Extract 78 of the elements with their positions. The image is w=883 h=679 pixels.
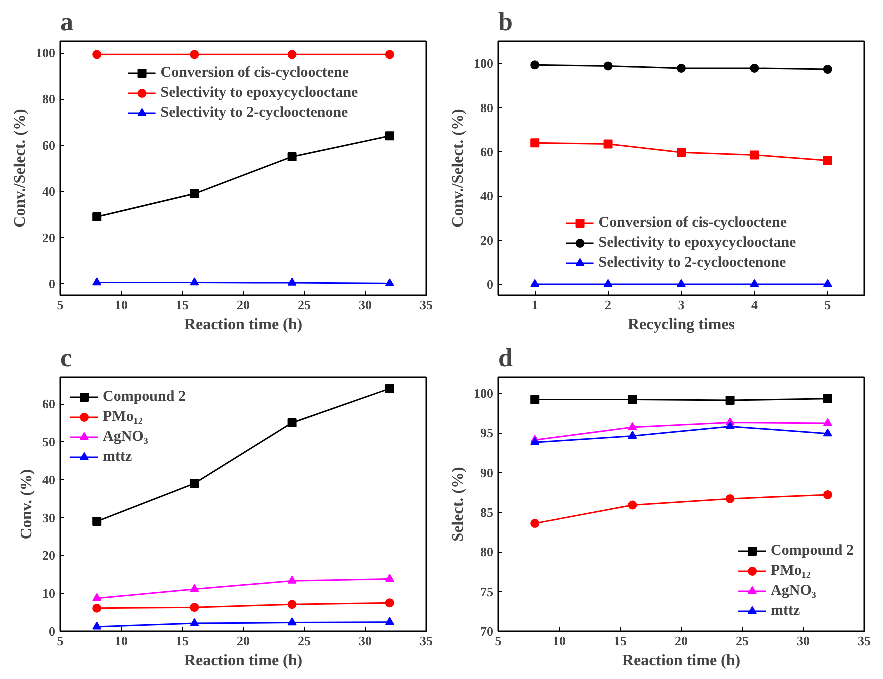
- y-tick-label: 0: [49, 624, 56, 639]
- y-tick-label: 100: [474, 386, 494, 401]
- y-tick-label: 60: [480, 144, 494, 160]
- y-axis-title: Conv. (%): [18, 469, 36, 540]
- x-tick-label: 20: [237, 634, 250, 648]
- x-tick-label: 5: [824, 298, 832, 312]
- x-tick-label: 2: [605, 298, 612, 312]
- y-tick-label: 80: [480, 100, 494, 116]
- x-axis-title: Reaction time (h): [184, 316, 303, 334]
- y-tick-label: 95: [480, 426, 494, 441]
- y-tick-label: 100: [36, 46, 56, 61]
- x-tick-label: 30: [797, 634, 810, 648]
- x-axis-title: Recycling times: [628, 316, 736, 334]
- y-tick-label: 100: [474, 56, 494, 72]
- y-tick-label: 0: [487, 276, 494, 292]
- x-tick-label: 35: [858, 634, 872, 648]
- legend-label: Selectivity to epoxycyclooctane: [160, 84, 358, 102]
- y-tick-label: 75: [480, 584, 494, 600]
- x-tick-label: 30: [359, 298, 372, 312]
- legend-label: Selectivity to 2-cyclooctenone: [160, 104, 348, 122]
- y-tick-label: 60: [42, 138, 56, 153]
- x-tick-label: 35: [420, 298, 434, 312]
- y-tick-label: 80: [480, 544, 494, 560]
- legend-label: mttz: [103, 448, 132, 466]
- y-tick-label: 60: [42, 396, 56, 412]
- x-tick-label: 15: [614, 634, 628, 648]
- x-tick-label: 10: [115, 298, 128, 312]
- y-tick-label: 40: [42, 472, 56, 488]
- x-tick-label: 15: [176, 298, 190, 312]
- y-tick-label: 90: [480, 465, 494, 480]
- x-tick-label: 30: [359, 634, 372, 648]
- chart-title: d: [498, 344, 514, 372]
- legend-label: PMo₁₂: [771, 562, 811, 580]
- x-tick-label: 10: [115, 634, 128, 648]
- y-tick-label: 50: [42, 434, 56, 450]
- x-tick-label: 4: [751, 298, 758, 312]
- legend-label: mttz: [771, 602, 800, 620]
- x-axis-title: Reaction time (h): [184, 652, 303, 670]
- x-tick-label: 35: [420, 634, 434, 648]
- x-tick-label: 25: [298, 298, 312, 312]
- x-tick-label: 5: [495, 634, 502, 648]
- y-tick-label: 30: [42, 510, 56, 526]
- legend-label: PMo₁₂: [103, 408, 143, 426]
- x-axis-title: Reaction time (h): [622, 652, 741, 670]
- y-tick-label: 85: [480, 504, 494, 520]
- y-tick-label: 20: [42, 548, 56, 564]
- legend-label: Compound 2: [103, 388, 186, 406]
- x-tick-label: 1: [532, 298, 538, 312]
- legend-label: AgNO₃: [103, 428, 148, 446]
- y-tick-label: 10: [42, 586, 56, 602]
- legend-label: Conversion of cis-cyclooctene: [160, 64, 350, 82]
- legend-label: AgNO₃: [771, 582, 816, 600]
- chart-title: c: [60, 344, 72, 372]
- x-tick-label: 25: [736, 634, 750, 648]
- x-tick-label: 20: [237, 298, 250, 312]
- y-tick-label: 70: [480, 624, 494, 639]
- legend-label: Conversion of cis-cyclooctene: [598, 214, 788, 232]
- chart-title: b: [498, 8, 513, 36]
- y-axis-title: Conv./Select. (%): [12, 109, 29, 228]
- x-tick-label: 15: [176, 634, 190, 648]
- x-tick-label: 5: [57, 298, 64, 312]
- x-tick-label: 25: [298, 634, 312, 648]
- x-tick-label: 10: [553, 634, 566, 648]
- y-tick-label: 40: [42, 184, 56, 200]
- x-tick-label: 3: [678, 298, 686, 312]
- legend-label: Selectivity to epoxycyclooctane: [598, 234, 796, 252]
- x-tick-label: 5: [57, 634, 64, 648]
- legend-label: Compound 2: [771, 542, 854, 560]
- y-axis-title: Conv./Select. (%): [450, 109, 467, 228]
- y-tick-label: 20: [480, 232, 494, 248]
- y-tick-label: 40: [480, 188, 494, 204]
- y-axis-title: Select. (%): [450, 467, 467, 542]
- y-tick-label: 80: [42, 92, 56, 107]
- legend-label: Selectivity to 2-cyclooctenone: [598, 254, 786, 272]
- y-tick-label: 0: [49, 276, 56, 292]
- x-tick-label: 20: [675, 634, 688, 648]
- y-tick-label: 20: [42, 230, 56, 246]
- chart-title: a: [60, 8, 74, 36]
